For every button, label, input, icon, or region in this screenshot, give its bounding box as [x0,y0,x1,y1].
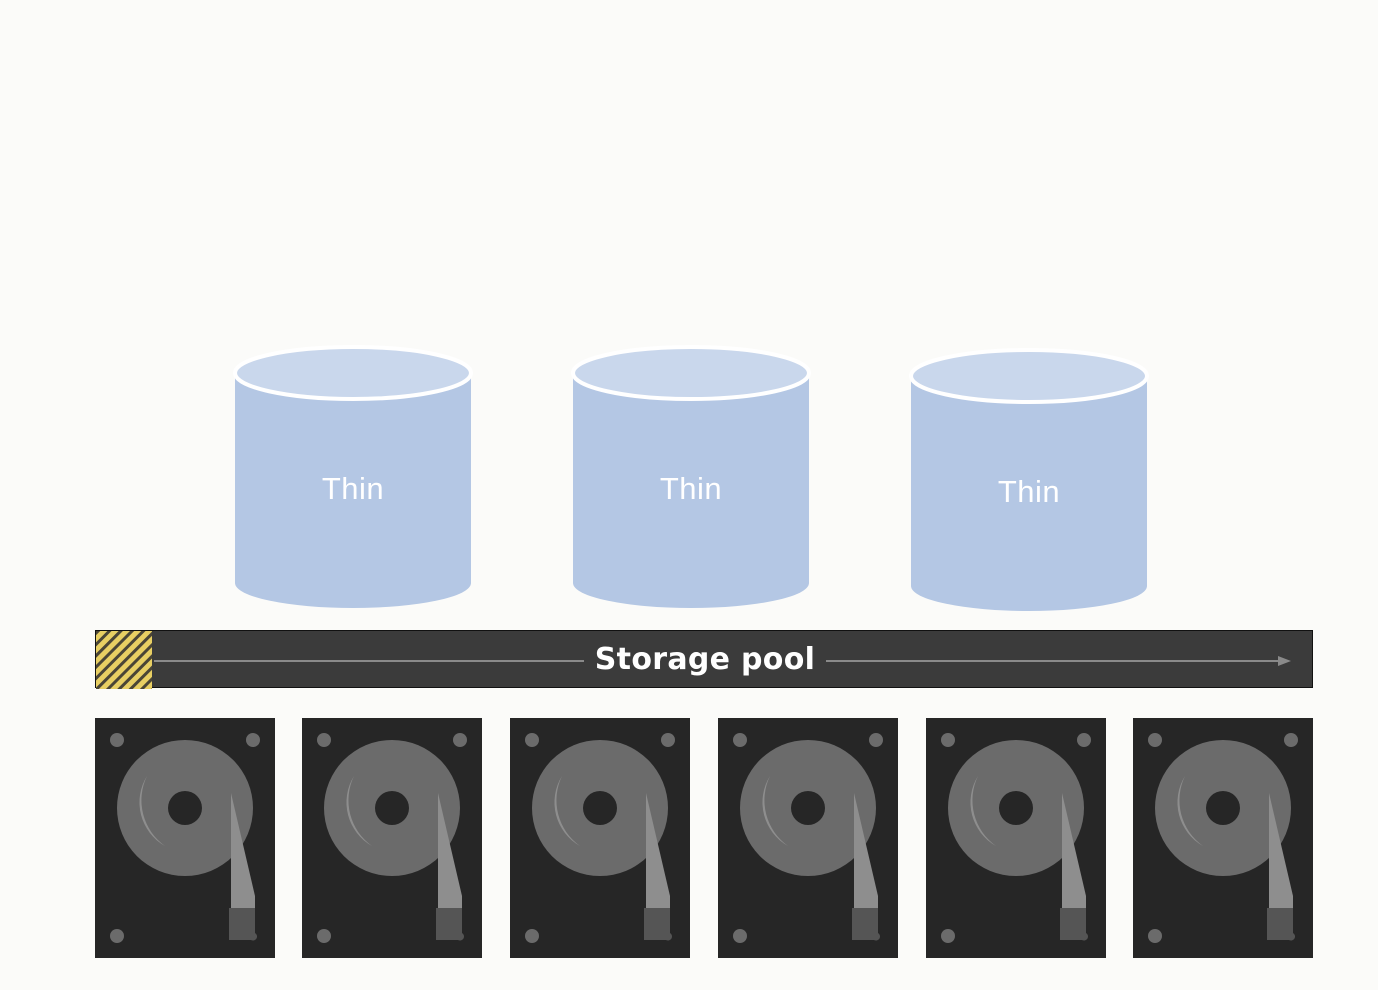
hard-drive-1 [95,718,275,958]
pool-graphics [96,631,1291,689]
hard-drive-6 [1133,718,1313,958]
storage-pool-label: Storage pool [594,642,816,677]
cylinder-icon [571,345,811,608]
volume-label: Thin [321,471,385,506]
volume-label: Thin [659,471,723,506]
hard-drive-icon [718,718,898,958]
volume-label: Thin [997,474,1061,509]
cylinder-icon [909,348,1149,611]
thin-volume-1: Thin [233,345,473,610]
storage-pool-bar: Storage pool [95,630,1313,689]
arrow-head-icon [1278,656,1291,666]
thin-volume-3: Thin [909,348,1149,613]
thin-volume-2: Thin [571,345,811,610]
hard-drive-5 [926,718,1106,958]
hard-drive-2 [302,718,482,958]
hard-drive-icon [510,718,690,958]
hard-drive-icon [926,718,1106,958]
hard-drive-3 [510,718,690,958]
hard-drive-icon [95,718,275,958]
pool-used-segment [96,631,152,689]
cylinder-icon [233,345,473,608]
hard-drive-icon [302,718,482,958]
hard-drive-4 [718,718,898,958]
hard-drive-icon [1133,718,1313,958]
